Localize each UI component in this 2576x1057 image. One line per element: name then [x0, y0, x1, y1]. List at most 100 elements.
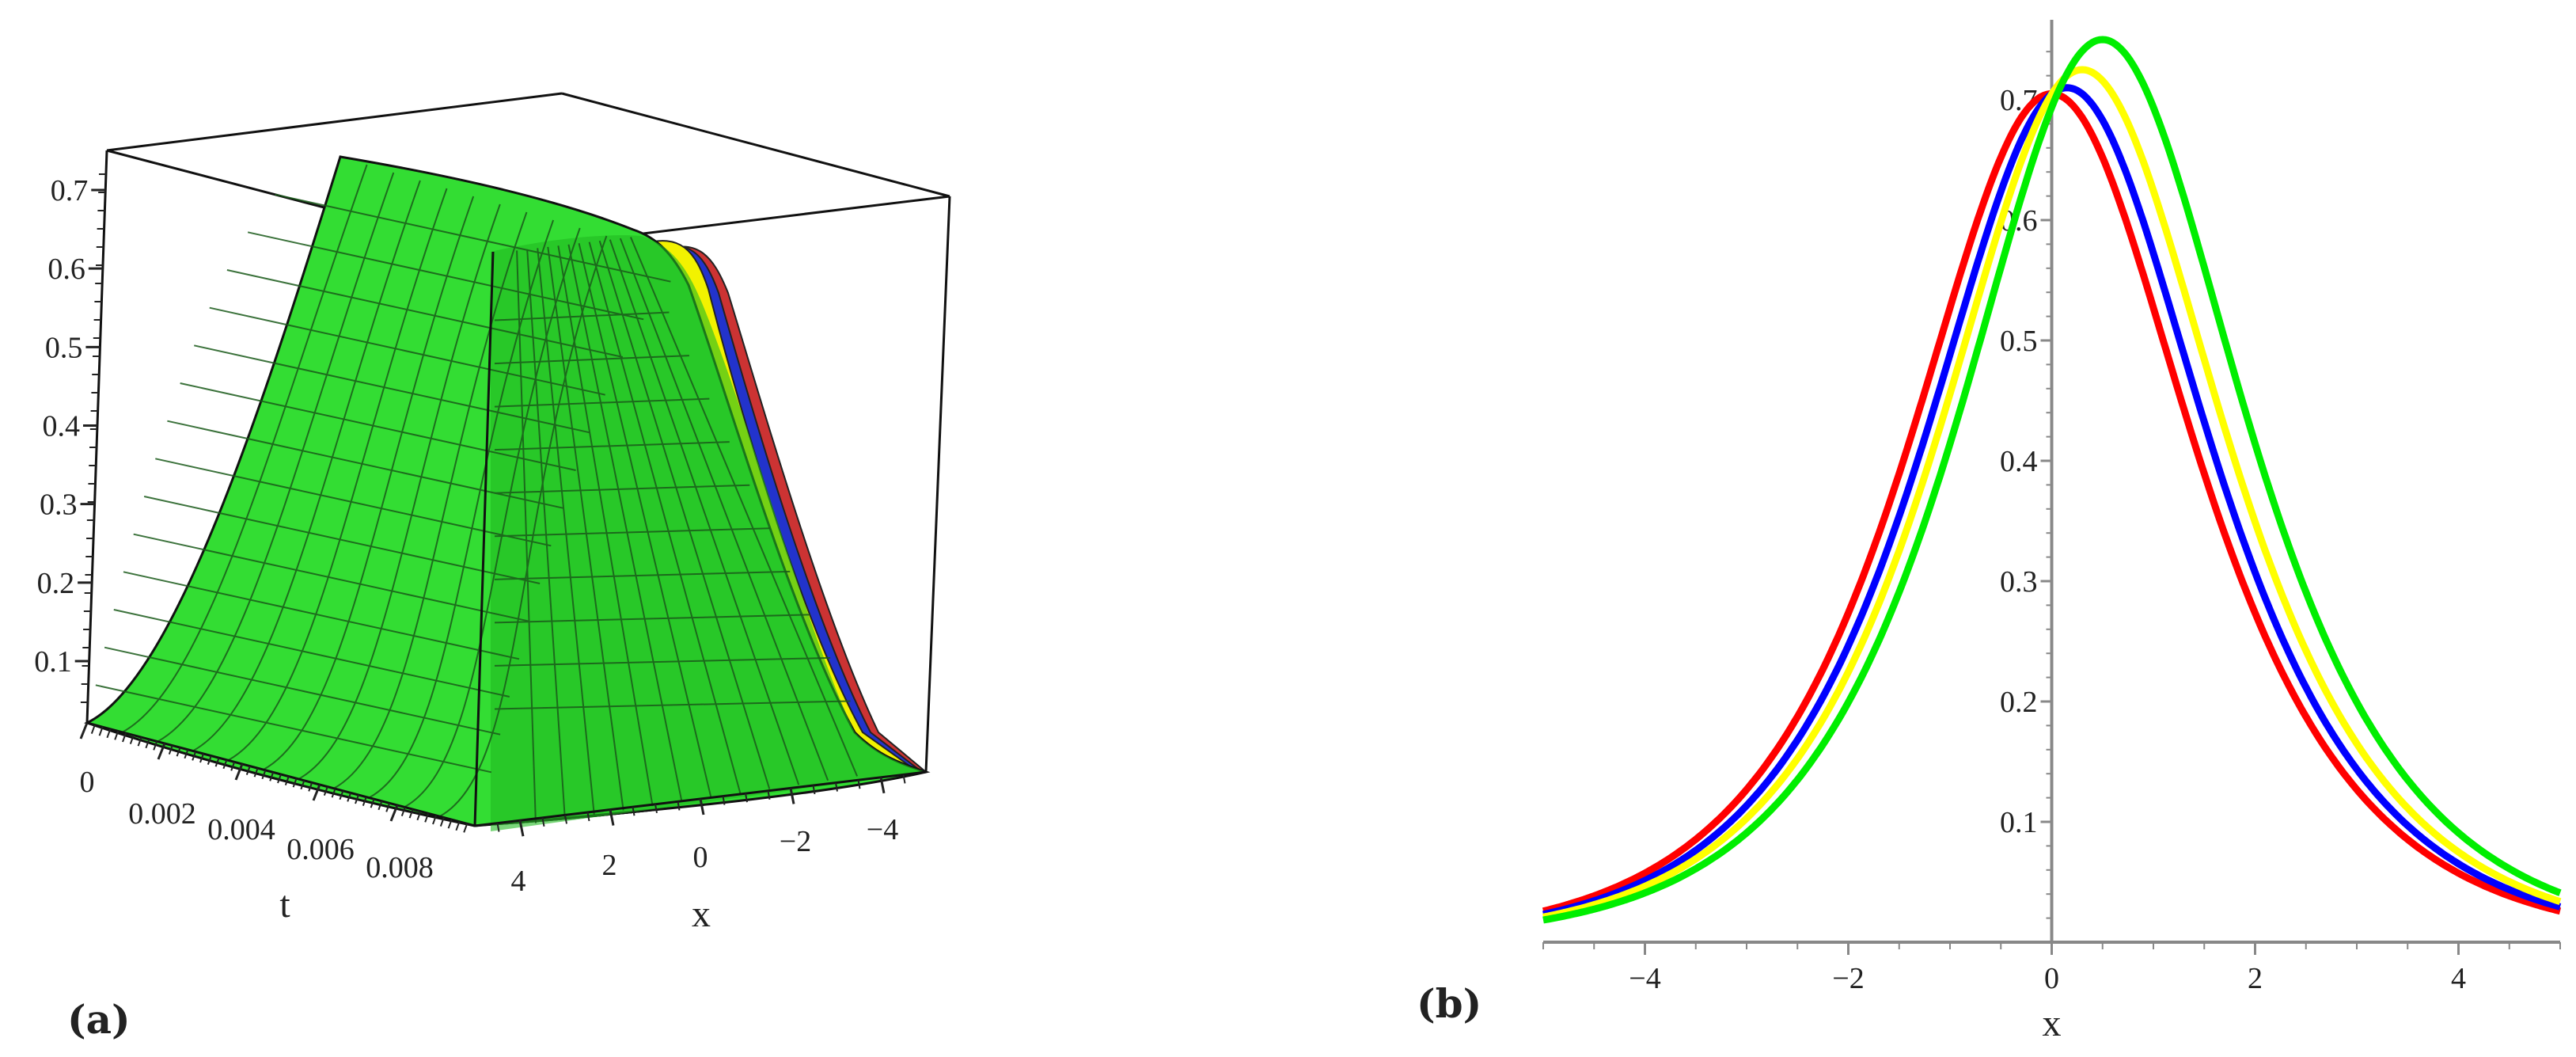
t-minor-tick-a	[400, 807, 406, 816]
mesh-line	[226, 269, 624, 358]
t-minor-tick-a	[331, 788, 336, 798]
t-minor-tick-a	[316, 784, 321, 794]
x-minor-tick-a	[835, 782, 838, 792]
t-minor-tick-a	[114, 731, 120, 740]
t-minor-tick-a	[439, 817, 445, 827]
x-minor-tick-a	[812, 785, 816, 795]
t-tick-label-a: 0	[80, 766, 95, 799]
x-axis-label-a: x	[692, 893, 711, 935]
mesh-line	[494, 614, 810, 624]
t-minor-tick-a	[370, 798, 375, 808]
x-minor-tick-a	[880, 777, 883, 786]
mesh-line	[494, 484, 750, 494]
mesh-line	[438, 235, 608, 818]
mesh-line	[630, 237, 859, 777]
t-minor-tick-a	[269, 772, 275, 781]
t-minor-tick-a	[137, 736, 142, 747]
t-minor-tick-a	[362, 797, 367, 806]
t-minor-tick-a	[377, 800, 383, 811]
t-minor-tick-a	[347, 793, 352, 802]
t-minor-tick-a	[463, 823, 469, 833]
x-minor-tick-a	[654, 804, 658, 813]
t-minor-tick-a	[199, 753, 204, 763]
x-minor-tick-a	[902, 774, 906, 784]
x-minor-tick-a	[632, 807, 635, 816]
t-minor-tick-a	[176, 747, 181, 757]
t-tick-label-a: 0.002	[128, 797, 196, 831]
x-minor-tick-a	[496, 823, 500, 832]
x-tick-label-b: 4	[2451, 962, 2466, 995]
surface-mesh	[95, 164, 859, 823]
x-minor-tick-a	[541, 817, 545, 827]
mesh-line	[123, 571, 520, 660]
x-tick-label-b: 2	[2248, 962, 2263, 995]
surface-sheet	[84, 155, 931, 831]
mesh-line	[180, 382, 576, 471]
t-minor-tick-a	[192, 751, 197, 761]
t-minor-tick-a	[385, 803, 391, 812]
mesh-line	[143, 496, 541, 584]
mesh-line	[494, 311, 670, 321]
x-tick-label-b: −4	[1629, 962, 1660, 995]
y-tick-label-b: 0.3	[2000, 565, 2038, 599]
z-tick-label-a: 0.2	[37, 567, 75, 600]
t-tick-label-a: 0.006	[286, 833, 355, 866]
t-minor-tick-a	[214, 757, 220, 767]
mesh-line	[609, 239, 800, 785]
z-tick-label-a: 0.5	[45, 331, 83, 364]
x-tick-label-a: 2	[602, 849, 617, 882]
t-minor-tick-a	[245, 766, 251, 775]
t-minor-tick-a	[129, 735, 135, 744]
t-axis-label-a: t	[279, 884, 290, 926]
mesh-line	[494, 355, 689, 365]
t-minor-tick-a	[284, 776, 290, 785]
mesh-line	[619, 238, 829, 781]
surface-plot-3d: 0.1 0.2 0.3 0.4 0.5 0.6 0.7 0 0.002 0.004 0.006 0.0…	[34, 92, 951, 1043]
x-minor-tick-a	[722, 796, 726, 805]
mesh-line	[588, 241, 742, 794]
x-tick-label-b: −2	[1832, 962, 1864, 995]
mesh-line	[157, 172, 395, 743]
t-tick-label-a: 0.004	[207, 813, 275, 846]
series-line-2	[1542, 66, 2562, 921]
mesh-line	[194, 344, 590, 434]
t-minor-tick-a	[408, 808, 414, 819]
x-minor-tick-a	[790, 788, 793, 797]
t-minor-tick-a	[168, 745, 173, 755]
t-minor-tick-a	[300, 780, 305, 790]
y-tick-label-b: 0.1	[2000, 806, 2038, 839]
t-minor-tick-a	[292, 778, 298, 788]
mesh-line	[494, 397, 710, 408]
t-minor-tick-a	[323, 786, 328, 796]
mesh-line	[494, 441, 730, 451]
t-minor-tick-a	[355, 794, 359, 804]
t-minor-tick-a	[416, 811, 422, 821]
x-minor-tick-a	[609, 809, 613, 819]
mesh-line	[227, 188, 448, 762]
mesh-line	[404, 227, 581, 808]
mesh-line	[133, 533, 529, 622]
mesh-line	[192, 180, 421, 752]
mesh-line	[557, 245, 654, 807]
t-minor-tick-a	[145, 739, 150, 749]
t-minor-tick-a	[90, 724, 96, 734]
mesh-line	[567, 244, 683, 802]
t-minor-tick-a	[277, 774, 282, 784]
mesh-line	[494, 527, 770, 538]
x-tick-label-a: −4	[867, 813, 898, 846]
z-tick-label-a: 0.6	[47, 253, 85, 286]
mesh-line	[494, 700, 851, 710]
y-tick-label-b: 0.5	[2000, 325, 2038, 358]
mesh-line	[598, 240, 771, 789]
t-tick-a	[79, 722, 89, 740]
x-tick-label-a: 4	[511, 865, 526, 898]
x-axis-label-b: x	[2043, 1002, 2062, 1044]
x-tick-label-b: 0	[2044, 962, 2059, 995]
t-minor-tick-a	[447, 819, 453, 829]
t-minor-tick-a	[393, 804, 398, 815]
t-minor-tick-a	[432, 815, 437, 825]
t-minor-tick-a	[207, 755, 212, 765]
t-minor-tick-a	[424, 813, 430, 823]
t-minor-tick-a	[161, 743, 165, 753]
